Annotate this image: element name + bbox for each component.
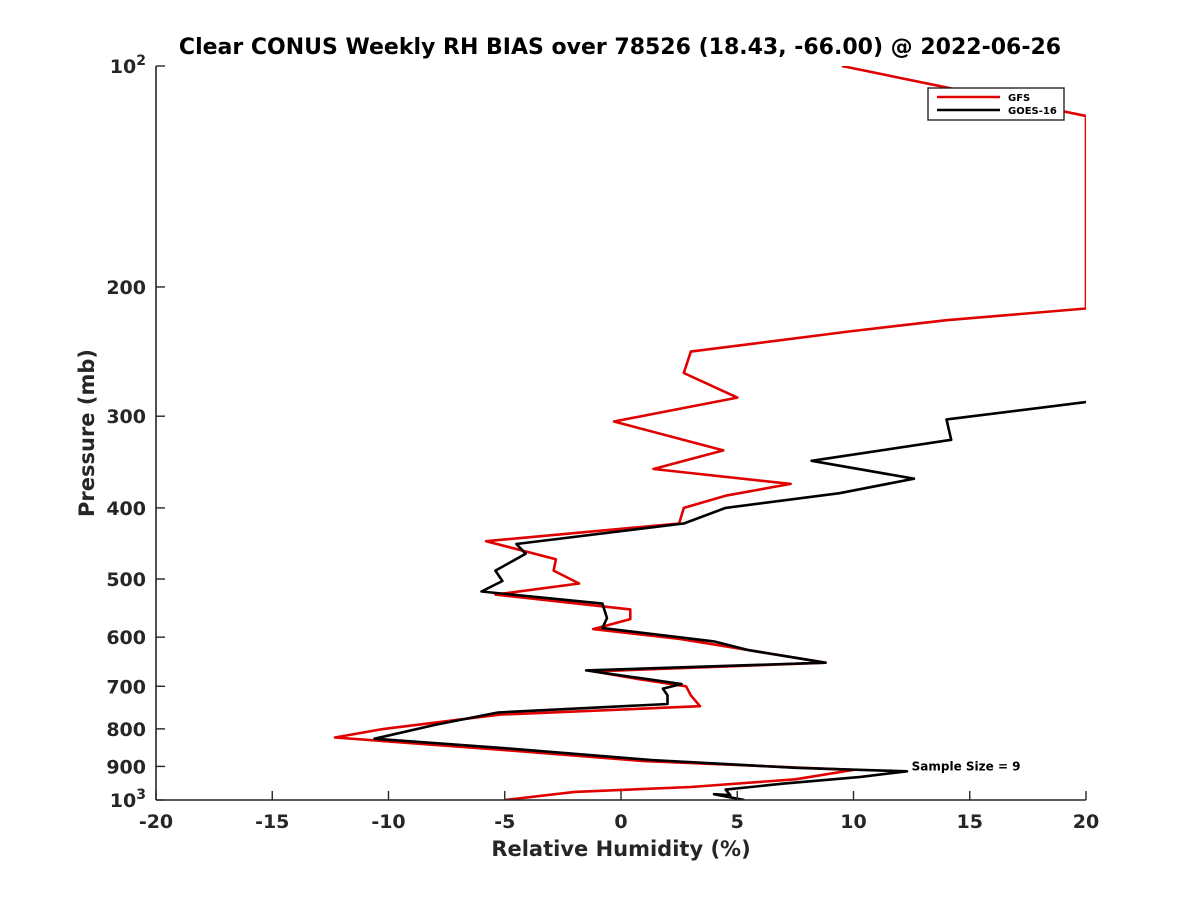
y-tick-label: 400 (106, 498, 146, 520)
x-tick-label: -15 (255, 811, 289, 833)
x-tick-label: 20 (1073, 811, 1099, 833)
series-layer (333, 66, 1086, 800)
legend-label: GFS (1008, 93, 1030, 104)
y-tick-label: 500 (106, 569, 146, 591)
y-tick-label: 300 (106, 406, 146, 428)
y-tick-label: 200 (106, 277, 146, 299)
y-tick-label: 600 (106, 627, 146, 649)
x-axis-label: Relative Humidity (%) (491, 837, 750, 861)
series-line-goes-16 (373, 400, 1086, 800)
y-tick-label: 700 (106, 676, 146, 698)
chart-title: Clear CONUS Weekly RH BIAS over 78526 (1… (179, 35, 1061, 60)
y-tick-label: 800 (106, 719, 146, 741)
y-axis-label: Pressure (mb) (75, 349, 99, 517)
x-tick-label: 5 (731, 811, 744, 833)
x-tick-label: -5 (494, 811, 515, 833)
x-tick-label: 10 (840, 811, 866, 833)
y-tick-label: 102 (110, 53, 146, 78)
x-tick-label: 15 (957, 811, 983, 833)
sample-size-annotation: Sample Size = 9 (912, 759, 1021, 773)
axes-layer: -20 -15 -10 -5 0 5 10 15 20 102 200 300 400 500 600 700… (106, 53, 1099, 833)
x-tick-label: -10 (371, 811, 405, 833)
legend-box (927, 87, 1065, 121)
x-tick-label: -20 (139, 811, 173, 833)
series-line-gfs (333, 66, 1086, 800)
legend-label: GOES-16 (1008, 106, 1057, 117)
legend: GFS GOES-16 (927, 87, 1065, 121)
y-tick-label: 900 (106, 756, 146, 778)
y-tick-label: 103 (110, 787, 146, 812)
annotation-layer: Sample Size = 9 (912, 759, 1021, 773)
x-tick-label: 0 (614, 811, 627, 833)
